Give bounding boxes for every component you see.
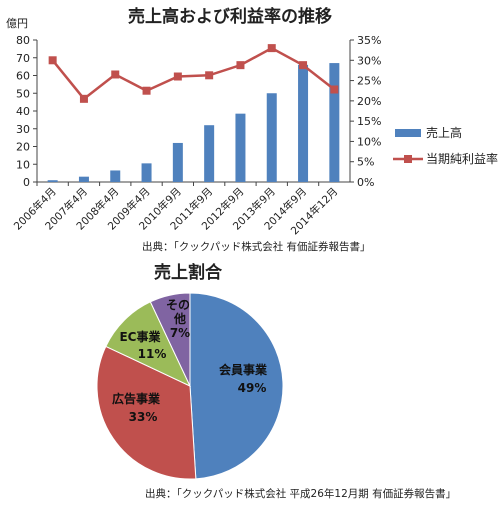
bar [78, 176, 89, 182]
y-tick-right-label: 15% [357, 115, 381, 128]
line-point [267, 44, 276, 53]
y-tick-right-label: 0% [357, 176, 374, 189]
line-point [48, 56, 57, 65]
chart-source: 出典：「クックパッド株式会社 有価証券報告書」 [142, 240, 371, 253]
y-tick-right-label: 35% [357, 34, 381, 47]
line-point [299, 61, 308, 70]
line-series [51, 46, 336, 101]
pie-label-value: 49% [238, 381, 267, 395]
legend-swatch-bar [395, 129, 421, 137]
bar [266, 93, 277, 182]
line-point [236, 61, 245, 70]
pie-slice [96, 345, 197, 480]
y-tick-right-label: 10% [357, 135, 381, 148]
y-tick-right-label: 5% [357, 156, 374, 169]
y-tick-left-label: 70 [16, 52, 30, 65]
bar [298, 64, 309, 182]
y-tick-left-label: 10 [16, 158, 30, 171]
legend-label-line: 当期純利益率 [426, 151, 498, 166]
line-point [142, 86, 151, 95]
pie-slice [149, 292, 191, 387]
bar [204, 125, 215, 182]
line-point [205, 71, 214, 80]
chart-title: 売上高および利益率の推移 [128, 6, 332, 27]
y-tick-right-label: 20% [357, 95, 381, 108]
y-tick-left-label: 0 [23, 176, 30, 189]
legend-label-bar: 売上高 [426, 125, 462, 140]
y-tick-left-label: 30 [16, 123, 30, 136]
pie-label-name: 広告事業 [112, 391, 161, 406]
pie-label-name: EC事業 [119, 329, 161, 344]
y-tick-left-label: 40 [16, 105, 30, 118]
line-point [173, 72, 182, 81]
bar [110, 170, 121, 182]
y-tick-left-label: 80 [16, 34, 30, 47]
y-tick-left-label: 20 [16, 141, 30, 154]
pie-label-name: その [166, 298, 190, 312]
pie-label-value: 11% [138, 347, 167, 361]
y-tick-right-label: 30% [357, 54, 381, 67]
legend-swatch-marker [404, 155, 412, 163]
bar [141, 163, 152, 182]
pie-label-value: 7% [170, 326, 190, 340]
bar [172, 142, 183, 182]
pie-label-value: 33% [129, 410, 158, 424]
pie-slice [189, 292, 284, 480]
pie-label-name: 他 [173, 311, 186, 326]
bar [47, 180, 58, 182]
pie-title: 売上割合 [154, 262, 223, 283]
line-point [111, 70, 120, 79]
line-point [79, 94, 88, 103]
bar [235, 113, 246, 182]
pie-source: 出典：「クックパッド株式会社 平成26年12月期 有価証券報告書」 [145, 487, 456, 500]
y-tick-left-label: 50 [16, 87, 30, 100]
pie-label-name: 会員事業 [219, 362, 268, 377]
bar [329, 63, 340, 183]
y-axis-left-label: 億円 [6, 17, 28, 30]
line-point [330, 85, 339, 94]
y-tick-left-label: 60 [16, 70, 30, 83]
y-tick-right-label: 25% [357, 75, 381, 88]
